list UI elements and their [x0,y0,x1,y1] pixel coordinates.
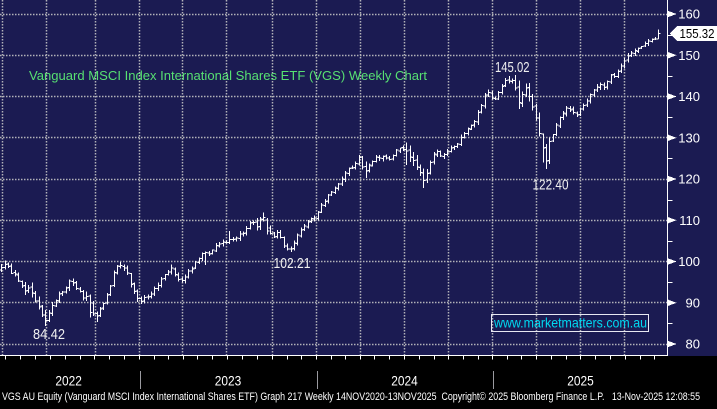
svg-text:2022: 2022 [55,373,82,389]
svg-text:140: 140 [678,89,700,104]
svg-text:2024: 2024 [391,373,418,389]
svg-text:155.32: 155.32 [680,26,715,41]
svg-text:122.40: 122.40 [533,177,569,194]
svg-text:Vanguard MSCI Index Internatio: Vanguard MSCI Index International Shares… [29,68,427,83]
svg-text:110: 110 [679,213,700,228]
svg-text:102.21: 102.21 [274,255,311,272]
svg-text:130: 130 [678,130,700,145]
svg-text:100: 100 [678,254,700,269]
svg-text:160: 160 [678,7,700,22]
svg-text:VGS AU Equity (Vanguard MSCI I: VGS AU Equity (Vanguard MSCI Index Inter… [2,391,700,403]
svg-text:2025: 2025 [567,373,594,389]
svg-text:90: 90 [686,295,700,310]
svg-text:120: 120 [678,172,700,187]
svg-text:145.02: 145.02 [495,59,530,76]
svg-text:www.marketmatters.com.au: www.marketmatters.com.au [493,315,647,331]
svg-text:80: 80 [686,337,700,352]
svg-text:2023: 2023 [215,373,242,389]
svg-text:84.42: 84.42 [33,326,65,343]
svg-text:150: 150 [678,48,700,63]
